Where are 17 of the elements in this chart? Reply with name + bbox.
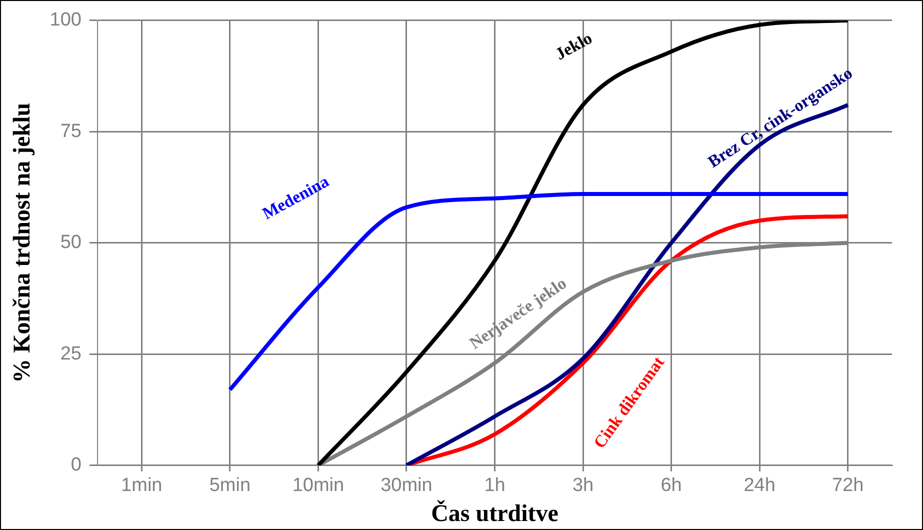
- x-tick-label: 1h: [484, 475, 506, 496]
- x-tick-label: 24h: [744, 475, 776, 496]
- x-tick-label: 30min: [380, 475, 432, 496]
- x-tick-label: 3h: [572, 475, 594, 496]
- x-tick-label: 72h: [832, 475, 864, 496]
- x-axis-title: Čas utrditve: [431, 500, 559, 527]
- y-tick-label: 100: [50, 10, 82, 31]
- x-tick-label: 6h: [660, 475, 682, 496]
- y-tick-label: 75: [60, 120, 82, 142]
- y-tick-label: 0: [70, 454, 82, 476]
- y-axis-title: % Končna trdnost na jeklu: [10, 102, 36, 383]
- x-tick-label: 10min: [292, 475, 344, 496]
- text: Jeklo: [552, 28, 596, 64]
- y-tick-label: 25: [60, 343, 82, 364]
- x-tick-label: 5min: [209, 475, 251, 496]
- y-tick-label: 50: [60, 232, 82, 254]
- x-tick-label: 1min: [121, 475, 162, 496]
